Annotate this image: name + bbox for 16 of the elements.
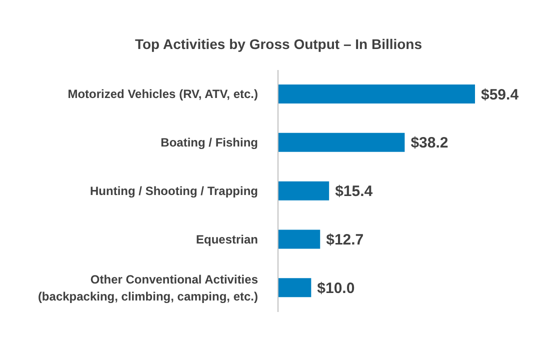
data-label: $12.7	[326, 232, 364, 249]
data-label: $10.0	[317, 280, 355, 297]
bar	[278, 181, 330, 200]
bar	[278, 132, 405, 152]
y-tick-label: Hunting / Shooting / Trapping	[90, 184, 258, 198]
chart-title: Top Activities by Gross Output – In Billions	[134, 36, 424, 52]
y-tick-label: Boating / Fishing	[160, 136, 258, 150]
y-tick-label: Equestrian	[196, 232, 258, 246]
y-tick-label: Motorized Vehicles (RV, ATV, etc.)	[68, 87, 258, 102]
data-label: $38.2	[410, 134, 448, 152]
bar	[278, 278, 312, 298]
data-label: $15.4	[335, 183, 374, 200]
bar	[278, 84, 475, 104]
y-tick-label: Other Conventional Activities (backpacking, climbing, camping, etc.)	[38, 272, 258, 304]
data-label: $59.4	[481, 86, 520, 104]
bar	[278, 230, 320, 249]
